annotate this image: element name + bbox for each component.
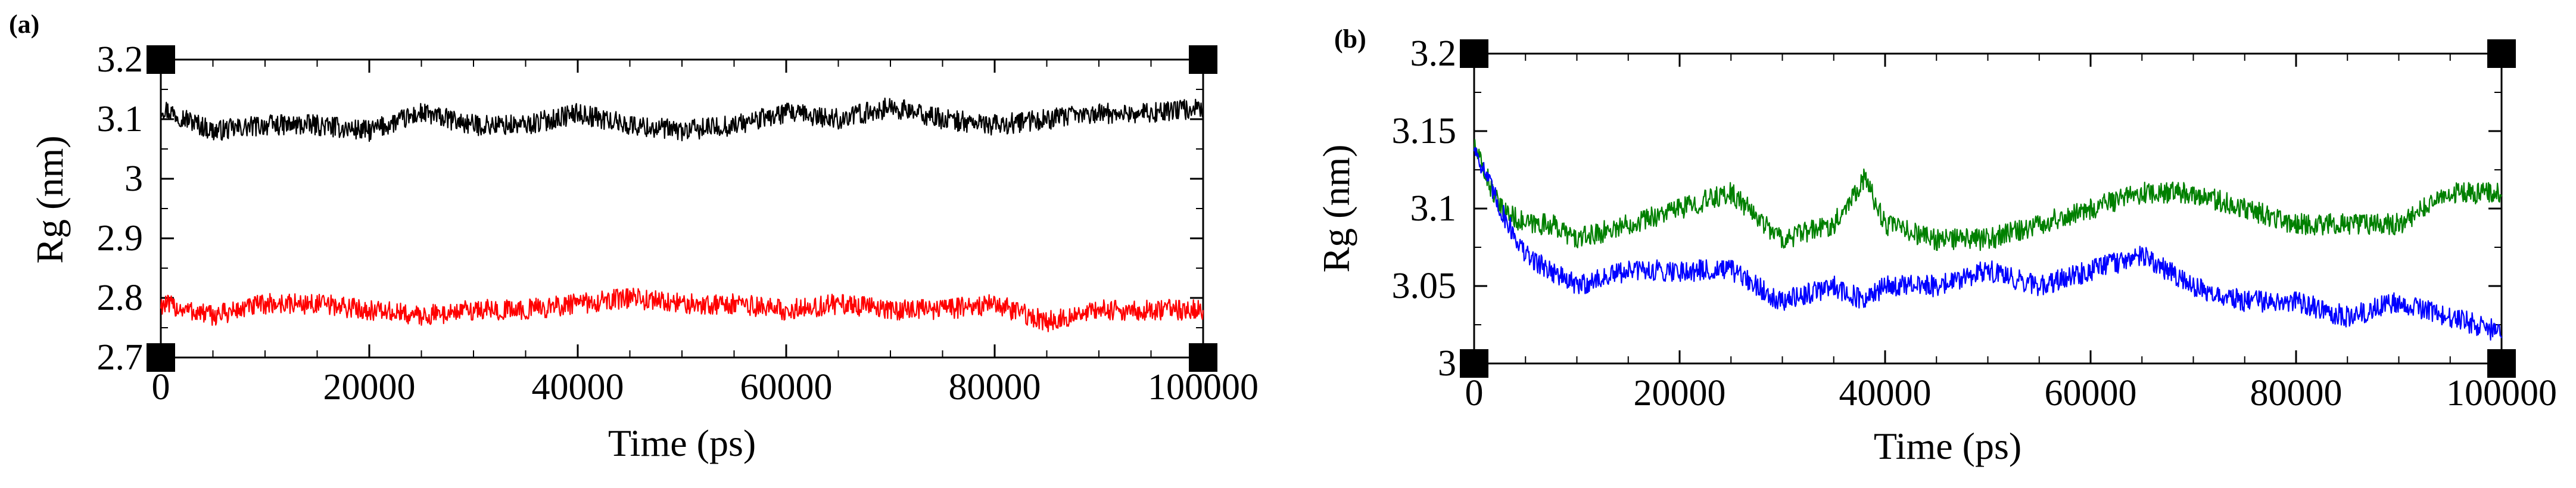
corner-handle [1189,45,1217,74]
x-tick-label: 80000 [949,367,1041,408]
panel-b: (b) Time (ps) Rg (nm) 0 20000 40000 60000 80… [1315,24,2557,467]
y-axis-title: Rg (nm) [1315,144,1357,272]
x-tick-label: 80000 [2250,373,2343,414]
x-axis-title: Time (ps) [608,422,756,464]
y-tick-label: 3 [1438,343,1456,384]
corner-handle [147,45,175,74]
x-tick-label: 0 [1465,373,1484,414]
y-axis-title: Rg (nm) [29,135,71,263]
corner-handle [1460,349,1488,378]
x-tick-label: 0 [152,367,170,408]
corner-handle [147,343,175,372]
y-tick-label: 3.1 [97,99,144,139]
y-tick-label: 2.7 [97,337,144,378]
x-tick-label: 20000 [323,367,416,408]
x-tick-label: 100000 [1148,367,1259,408]
corner-handle [1460,39,1488,68]
panel-a: (a) Time (ps) Rg (nm) 0 20000 40000 60000 80… [9,10,1259,464]
panel-label: (b) [1334,24,1366,54]
corner-handle [2487,349,2516,378]
y-tick-label: 3.2 [1410,33,1457,74]
x-tick-label: 60000 [2045,373,2137,414]
x-tick-label: 60000 [740,367,833,408]
series-line-1 [1473,139,2503,251]
y-tick-label: 3.2 [97,39,144,80]
y-tick-label: 3.1 [1410,188,1457,229]
x-axis-title: Time (ps) [1874,425,2021,467]
series-line-2 [160,287,1204,332]
series-line-2 [1473,147,2503,341]
y-tick-label: 3.15 [1392,111,1457,151]
y-tick-label: 2.9 [97,218,144,259]
corner-handle [2487,39,2516,68]
x-tick-label: 40000 [532,367,624,408]
plot-frame [1473,52,2503,365]
y-tick-label: 3 [124,158,143,199]
x-tick-label: 20000 [1634,373,1726,414]
series-line-1 [160,97,1204,142]
y-tick-label: 2.8 [97,278,144,318]
panel-label: (a) [9,10,39,39]
plot-frame [160,58,1204,359]
x-tick-label: 40000 [1839,373,1932,414]
y-tick-label: 3.05 [1392,266,1457,306]
x-tick-label: 100000 [2446,373,2557,414]
corner-handle [1189,343,1217,372]
